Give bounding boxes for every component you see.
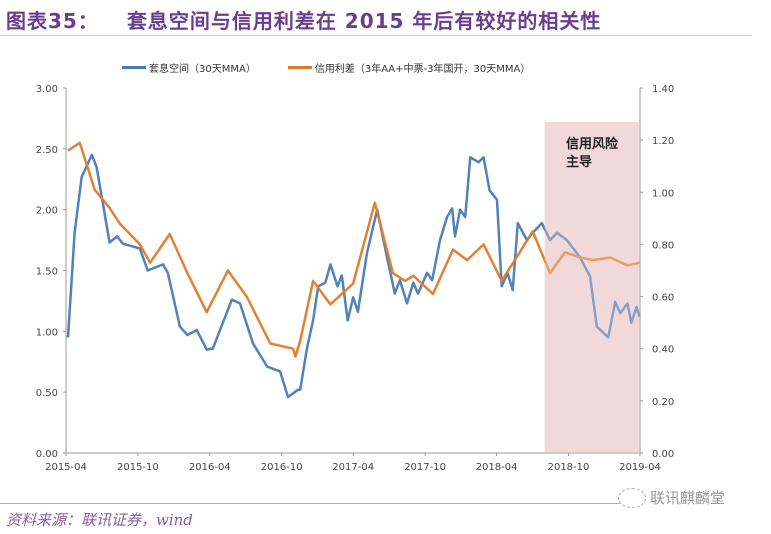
right-axis-tick-label: 1.20 <box>652 136 674 147</box>
series-line-credit-spread <box>67 141 640 358</box>
x-axis-tick-label: 2017-10 <box>404 462 446 473</box>
legend-label: 信用利差（3年AA+中票-3年国开，30天MMA） <box>314 64 531 75</box>
x-axis-tick-label: 2016-04 <box>189 462 231 473</box>
right-axis-tick-label: 0.60 <box>652 293 674 304</box>
legend-label: 套息空间（30天MMA） <box>149 64 256 75</box>
series-line-carry-spread <box>66 153 641 399</box>
legend: 套息空间（30天MMA） 信用利差（3年AA+中票-3年国开，30天MMA） <box>122 60 530 75</box>
legend-item-carry-spread: 套息空间（30天MMA） <box>122 60 256 75</box>
shaded-region-label: 信用风险主导 <box>566 137 619 170</box>
left-axis-tick-label: 2.00 <box>36 206 58 217</box>
left-axis-tick-label: 2.50 <box>36 145 58 156</box>
x-axis-tick-label: 2017-04 <box>332 462 374 473</box>
x-axis-tick-label: 2016-10 <box>261 462 303 473</box>
left-axis-tick-label: 0.00 <box>36 449 58 460</box>
legend-swatch-blue <box>122 66 146 69</box>
title-divider <box>0 35 752 36</box>
figure-title: 图表35： 套息空间与信用利差在 2015 年后有较好的相关性 <box>6 5 601 34</box>
x-axis-tick-label: 2018-04 <box>476 462 518 473</box>
x-axis-tick-label: 2015-04 <box>45 462 87 473</box>
right-axis-tick-label: 0.20 <box>652 397 674 408</box>
legend-swatch-orange <box>287 66 312 69</box>
left-axis-tick-label: 1.50 <box>36 267 58 278</box>
left-axis-tick-label: 3.00 <box>36 84 58 95</box>
legend-item-credit-spread: 信用利差（3年AA+中票-3年国开，30天MMA） <box>287 60 531 75</box>
source-note: 资料来源：联讯证券，wind <box>6 511 193 529</box>
right-axis-tick-label: 1.40 <box>652 84 674 95</box>
figure-number: 图表35： <box>6 9 99 33</box>
x-axis-tick-label: 2015-10 <box>117 462 159 473</box>
x-axis-tick-label: 2019-04 <box>619 462 661 473</box>
right-axis-tick-label: 1.00 <box>652 188 674 199</box>
left-axis-tick-label: 1.00 <box>36 327 58 338</box>
x-axis-tick-label: 2018-10 <box>548 462 590 473</box>
footer-divider <box>0 503 620 504</box>
right-axis-tick-label: 0.80 <box>652 240 674 251</box>
left-axis-tick-label: 0.50 <box>36 388 58 399</box>
right-axis-tick-label: 0.40 <box>652 345 674 356</box>
right-axis-tick-label: 0.00 <box>652 449 674 460</box>
watermark-text: 联讯麒麟堂 <box>650 489 726 507</box>
figure-title-text: 套息空间与信用利差在 2015 年后有较好的相关性 <box>126 9 602 33</box>
watermark: 联讯麒麟堂 <box>618 487 725 508</box>
shaded-region-overlay <box>544 122 640 453</box>
wechat-icon <box>618 487 646 508</box>
